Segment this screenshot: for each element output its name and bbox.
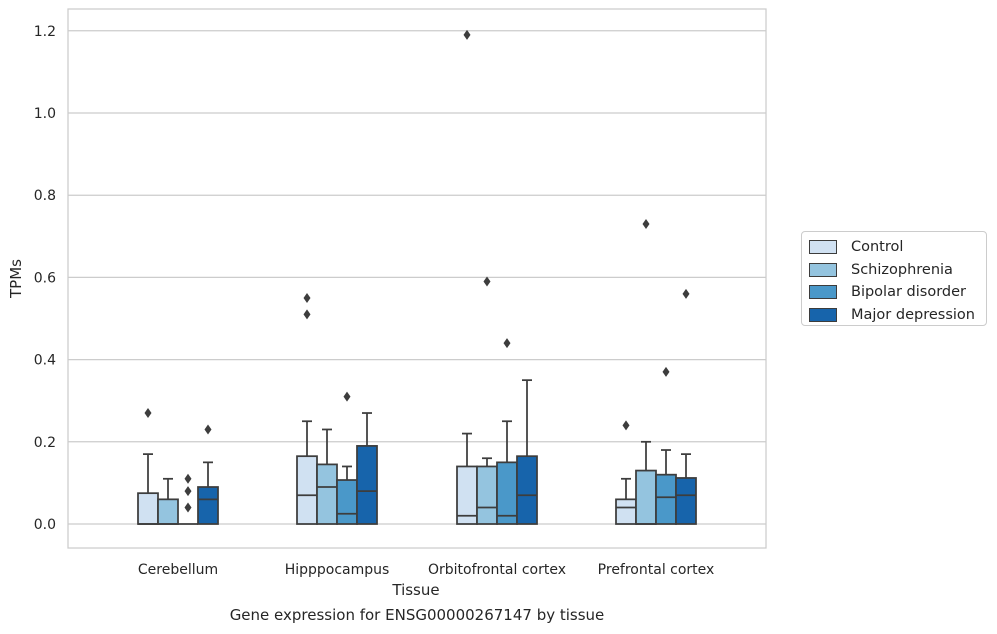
box-bipolar-disorder <box>496 338 518 525</box>
box-schizophrenia <box>635 218 657 525</box>
box-schizophrenia <box>476 276 498 525</box>
legend: Control Schizophrenia Bipolar disorder Majo… <box>801 231 987 326</box>
box-body <box>296 455 318 525</box>
y-tick-labels: 0.0 0.2 0.4 0.6 0.8 1.0 1.2 <box>34 24 56 533</box>
box-control <box>137 408 159 525</box>
outlier-point <box>184 502 192 513</box>
box-control <box>615 420 637 525</box>
box-body <box>516 455 538 525</box>
box-body <box>655 473 677 525</box>
legend-item: Control <box>809 236 986 259</box>
box-plots <box>137 29 697 525</box>
y-tick-label: 0.6 <box>34 270 56 286</box>
legend-swatch <box>809 285 837 300</box>
box-body <box>356 445 378 525</box>
outlier-point <box>184 486 192 497</box>
legend-label: Control <box>851 239 904 256</box>
box-schizophrenia <box>316 428 338 525</box>
plot-frame <box>67 8 767 549</box>
outlier-point <box>144 408 152 419</box>
legend-swatch <box>809 240 837 255</box>
box-control <box>296 292 318 525</box>
outlier-point <box>184 473 192 484</box>
box-major-depression <box>197 424 219 525</box>
box-body <box>635 469 657 525</box>
box-body <box>615 498 637 525</box>
box-body <box>197 486 219 525</box>
grid-lines <box>68 30 766 525</box>
box-body <box>316 463 338 525</box>
legend-label: Bipolar disorder <box>851 284 966 301</box>
y-tick-label: 0.4 <box>34 353 56 369</box>
x-tick-label: Prefrontal cortex <box>598 562 715 578</box>
box-bipolar-disorder <box>336 391 358 525</box>
box-control <box>456 29 478 525</box>
x-tick-label: Hipppocampus <box>285 562 390 578</box>
legend-swatch <box>809 307 837 322</box>
outlier-point <box>463 29 471 40</box>
outlier-point <box>503 338 511 349</box>
y-tick-label: 1.0 <box>34 106 56 122</box>
outlier-point <box>343 391 351 402</box>
outlier-point <box>303 309 311 320</box>
box-bipolar-disorder <box>655 366 677 525</box>
box-major-depression <box>356 412 378 525</box>
y-axis-title: TPMs <box>7 259 25 299</box>
box-body <box>336 479 358 525</box>
outlier-point <box>662 366 670 377</box>
legend-item: Schizophrenia <box>809 259 986 282</box>
box-major-depression <box>675 288 697 525</box>
chart-caption: Gene expression for ENSG00000267147 by t… <box>229 606 605 624</box>
legend-label: Schizophrenia <box>851 261 953 278</box>
box-schizophrenia <box>157 477 179 525</box>
y-tick-label: 1.2 <box>34 24 56 40</box>
box-body <box>476 465 498 525</box>
legend-item: Major depression <box>809 304 986 327</box>
y-tick-label: 0.0 <box>34 517 56 533</box>
legend-label: Major depression <box>851 306 975 323</box>
outlier-point <box>204 424 212 435</box>
x-tick-label: Orbitofrontal cortex <box>428 562 566 578</box>
y-tick-label: 0.2 <box>34 435 56 451</box>
x-axis-title: Tissue <box>391 581 439 599</box>
outlier-point <box>642 218 650 229</box>
x-tick-labels: Cerebellum Hipppocampus Orbitofrontal cort… <box>138 562 714 578</box>
legend-item: Bipolar disorder <box>809 281 986 304</box>
outlier-point <box>622 420 630 431</box>
legend-swatch <box>809 262 837 277</box>
y-tick-label: 0.8 <box>34 188 56 204</box>
box-body <box>137 492 159 525</box>
box-body <box>157 498 179 525</box>
outlier-point <box>483 276 491 287</box>
box-body <box>675 477 697 525</box>
outlier-point <box>682 288 690 299</box>
box-major-depression <box>516 379 538 525</box>
box-body <box>496 461 518 525</box>
x-tick-label: Cerebellum <box>138 562 218 578</box>
box-bipolar-disorder <box>178 473 198 525</box>
outlier-point <box>303 292 311 303</box>
